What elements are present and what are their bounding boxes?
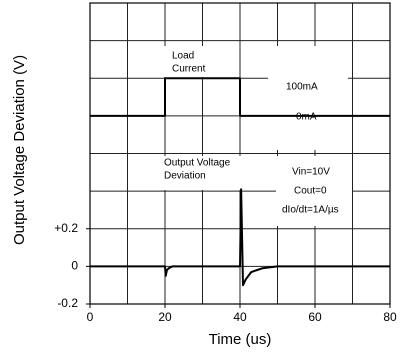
annotation-box: [160, 46, 238, 77]
x-axis-label: Time (us): [209, 331, 272, 348]
annotation: Deviation: [164, 171, 206, 182]
annotation: Load: [172, 51, 194, 62]
annotation: Cout=0: [294, 186, 327, 197]
annotation: 0mA: [296, 112, 317, 123]
annotation: Current: [172, 64, 206, 75]
y-tick-label: -0.2: [57, 296, 78, 310]
x-tick-label: 80: [383, 310, 397, 324]
y-tick-label: 0: [71, 259, 78, 273]
x-tick-label: 20: [158, 310, 172, 324]
annotation-box: [276, 156, 352, 226]
annotation: dIo/dt=1A/µs: [282, 205, 339, 216]
annotation: Vin=10V: [292, 167, 330, 178]
annotation-box: [268, 46, 348, 150]
annotation: 100mA: [286, 82, 318, 93]
x-tick-label: 40: [233, 310, 247, 324]
y-tick-label: +0.2: [54, 221, 78, 235]
annotation-box: [160, 156, 275, 190]
annotation: Output Voltage: [164, 158, 231, 169]
x-tick-label: 60: [308, 310, 322, 324]
x-tick-label: 0: [87, 310, 94, 324]
y-axis-label: Output Voltage Deviation (V): [11, 55, 28, 245]
series-line: [90, 77, 390, 117]
series-line: [90, 188, 390, 287]
